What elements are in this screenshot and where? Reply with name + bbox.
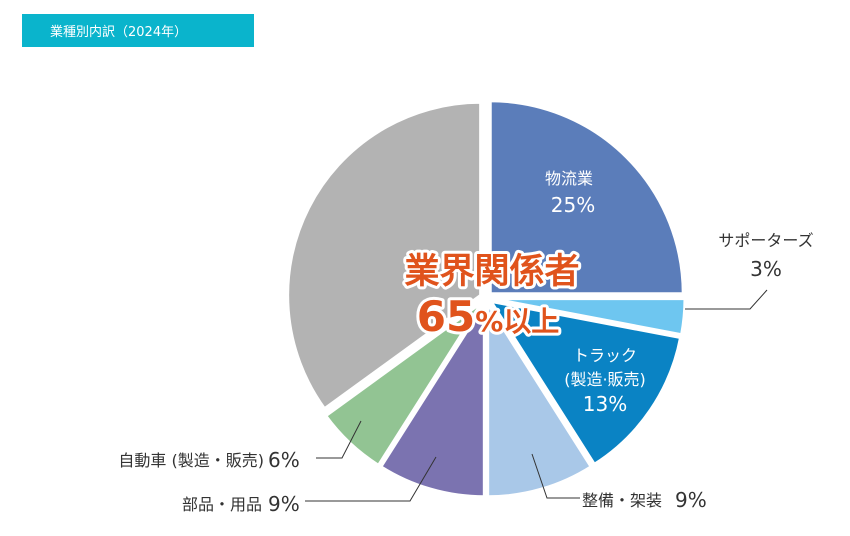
slice-value-auto: 6% bbox=[268, 448, 300, 472]
slice-label-logistics: 物流業 bbox=[545, 169, 593, 188]
pie-slice-3 bbox=[486, 302, 593, 499]
pie-slice-4 bbox=[379, 302, 486, 499]
slice-value-maintenance: 9% bbox=[675, 488, 707, 512]
pie-slice-2 bbox=[489, 299, 683, 466]
slice-label-truck-sub: (製造·販売) bbox=[564, 370, 646, 389]
pie-slice-0 bbox=[488, 99, 685, 296]
leader-line-auto bbox=[316, 420, 362, 459]
highlight-percent-number: 65 bbox=[417, 292, 475, 341]
leader-line-supporters bbox=[685, 289, 768, 310]
chart-title-tab: 業種別内訳（2024年） bbox=[22, 14, 254, 47]
slice-label-supporters: サポーターズ bbox=[718, 231, 813, 250]
slice-label-maintenance: 整備・架装 bbox=[582, 491, 662, 510]
slice-label-parts: 部品・用品 bbox=[182, 495, 262, 514]
pie-slice-6 bbox=[286, 100, 483, 411]
slice-label-auto: 自動車 (製造・販売) bbox=[118, 451, 264, 470]
slice-value-parts: 9% bbox=[268, 492, 300, 516]
leader-line-parts bbox=[305, 456, 437, 502]
slice-value-logistics: 25% bbox=[551, 193, 595, 217]
pie-slices bbox=[286, 99, 687, 499]
pie-slice-1 bbox=[490, 297, 687, 337]
leader-line-maintenance bbox=[531, 453, 580, 499]
highlight-percent-text: 65%以上 bbox=[417, 292, 560, 341]
highlight-percent-suffix: %以上 bbox=[475, 305, 559, 338]
slice-label-truck: トラック bbox=[573, 346, 637, 365]
slice-value-supporters: 3% bbox=[750, 257, 782, 281]
slice-value-truck: 13% bbox=[583, 392, 627, 416]
highlight-industry-text: 業界関係者 bbox=[404, 252, 579, 292]
